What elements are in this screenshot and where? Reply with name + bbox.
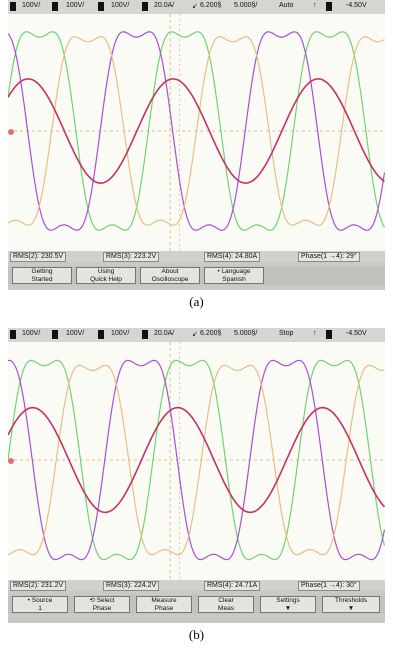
softkey-language[interactable]: • Language Spanish [204, 267, 264, 284]
trigger-level[interactable]: -4.50V [346, 330, 367, 337]
caption-b: (b) [188, 627, 205, 642]
ground-marker [8, 458, 14, 464]
channel-2-trace [8, 359, 385, 561]
scope-panel-b: 100V/ 100V/ 100V/ 20.0A/ ↙ 6.200§ 5.000§… [8, 328, 385, 623]
measurement-bar: RMS(2): 230.5V RMS(3): 223.2V RMS(4): 24… [8, 251, 385, 262]
softkey-select-phase[interactable]: ⟲ Select Phase [74, 596, 130, 613]
measurement-rms3: RMS(3): 223.2V [103, 252, 160, 262]
status-bar: 1 100V/ 100V/ 100V/ 20.0A/ ↙ 6.200§ 5.00… [8, 0, 385, 14]
measurement-rms2: RMS(2): 230.5V [10, 252, 67, 262]
trigger-position[interactable]: 6.200§ [200, 2, 222, 9]
trigger-position[interactable]: 6.200§ [200, 330, 222, 337]
trigger-level[interactable]: -4.50V [346, 2, 367, 9]
trigger-channel-indicator [326, 2, 332, 11]
channel-2-trace [8, 31, 385, 231]
run-mode[interactable]: Stop [279, 330, 294, 337]
softkey-about-oscilloscope[interactable]: About Oscilloscope [140, 267, 200, 284]
channel-4-trace [8, 78, 385, 184]
timebase[interactable]: 5.000§/ [234, 330, 258, 337]
measurement-rms4: RMS(4): 24.71A [204, 581, 261, 591]
channel-2-indicator [52, 2, 58, 11]
channel-3-indicator [98, 330, 104, 339]
trigger-channel-indicator [326, 330, 332, 339]
softkey-source[interactable]: • Source 1 [12, 596, 68, 613]
waveform-display [8, 14, 385, 251]
run-mode[interactable]: Auto [279, 2, 294, 9]
channel-3-trace [8, 359, 385, 561]
channel-1-trace [8, 364, 385, 556]
measurement-bar: RMS(2): 231.2V RMS(3): 224.2V RMS(4): 24… [8, 580, 385, 591]
scope-panel-a: 1 100V/ 100V/ 100V/ 20.0A/ ↙ 6.200§ 5.00… [8, 0, 385, 290]
measurement-phase: Phase(1 →4): 30° [298, 581, 360, 591]
channel-3-trace [8, 31, 385, 231]
trigger-edge-icon: ↑ [313, 2, 317, 9]
measurement-phase: Phase(1 →4): 29° [298, 252, 360, 262]
ground-marker [8, 129, 14, 135]
trigger-edge-icon: ↑ [313, 330, 317, 337]
softkey-clear-meas[interactable]: Clear Meas [198, 596, 254, 613]
status-bar: 100V/ 100V/ 100V/ 20.0A/ ↙ 6.200§ 5.000§… [8, 328, 385, 342]
channel-4-indicator [142, 330, 148, 339]
channel-4-trace [8, 406, 385, 514]
ch1-scale[interactable]: 100V/ [22, 330, 41, 337]
trigger-position-icon: ↙ [192, 3, 198, 10]
channel-1-indicator [10, 330, 16, 339]
caption-a: (a) [189, 294, 204, 309]
channel-4-indicator [142, 2, 148, 11]
measurement-rms2: RMS(2): 231.2V [10, 581, 67, 591]
channel-2-indicator [52, 330, 58, 339]
measurement-rms3: RMS(3): 224.2V [103, 581, 160, 591]
softkey-settings[interactable]: Settings ▼ [260, 596, 316, 613]
channel-3-indicator [98, 2, 104, 11]
softkey-getting-started[interactable]: Getting Started [12, 267, 72, 284]
measurement-rms4: RMS(4): 24.80A [204, 252, 261, 262]
softkey-thresholds[interactable]: Thresholds ▼ [322, 596, 380, 613]
softkey-bar: Getting Started Using Quick Help About Osci… [8, 266, 385, 285]
ch3-scale[interactable]: 100V/ [111, 330, 130, 337]
waveform-plot [8, 342, 385, 580]
ch3-scale[interactable]: 100V/ [111, 2, 130, 9]
softkey-measure-phase[interactable]: Measure Phase [136, 596, 192, 613]
ch4-scale[interactable]: 20.0A/ [154, 330, 175, 337]
trigger-position-icon: ↙ [192, 331, 198, 338]
ch2-scale[interactable]: 100V/ [66, 330, 85, 337]
ch4-scale[interactable]: 20.0A/ [154, 2, 175, 9]
channel-1-trace [8, 36, 385, 226]
softkey-quick-help[interactable]: Using Quick Help [76, 267, 136, 284]
waveform-display [8, 342, 385, 580]
ch1-scale[interactable]: 100V/ [22, 2, 41, 9]
channel-1-indicator [10, 2, 16, 11]
ch2-scale[interactable]: 100V/ [66, 2, 85, 9]
softkey-bar: • Source 1 ⟲ Select Phase Measure Phase Cle… [8, 595, 385, 614]
waveform-plot [8, 14, 385, 251]
timebase[interactable]: 5.000§/ [234, 2, 258, 9]
